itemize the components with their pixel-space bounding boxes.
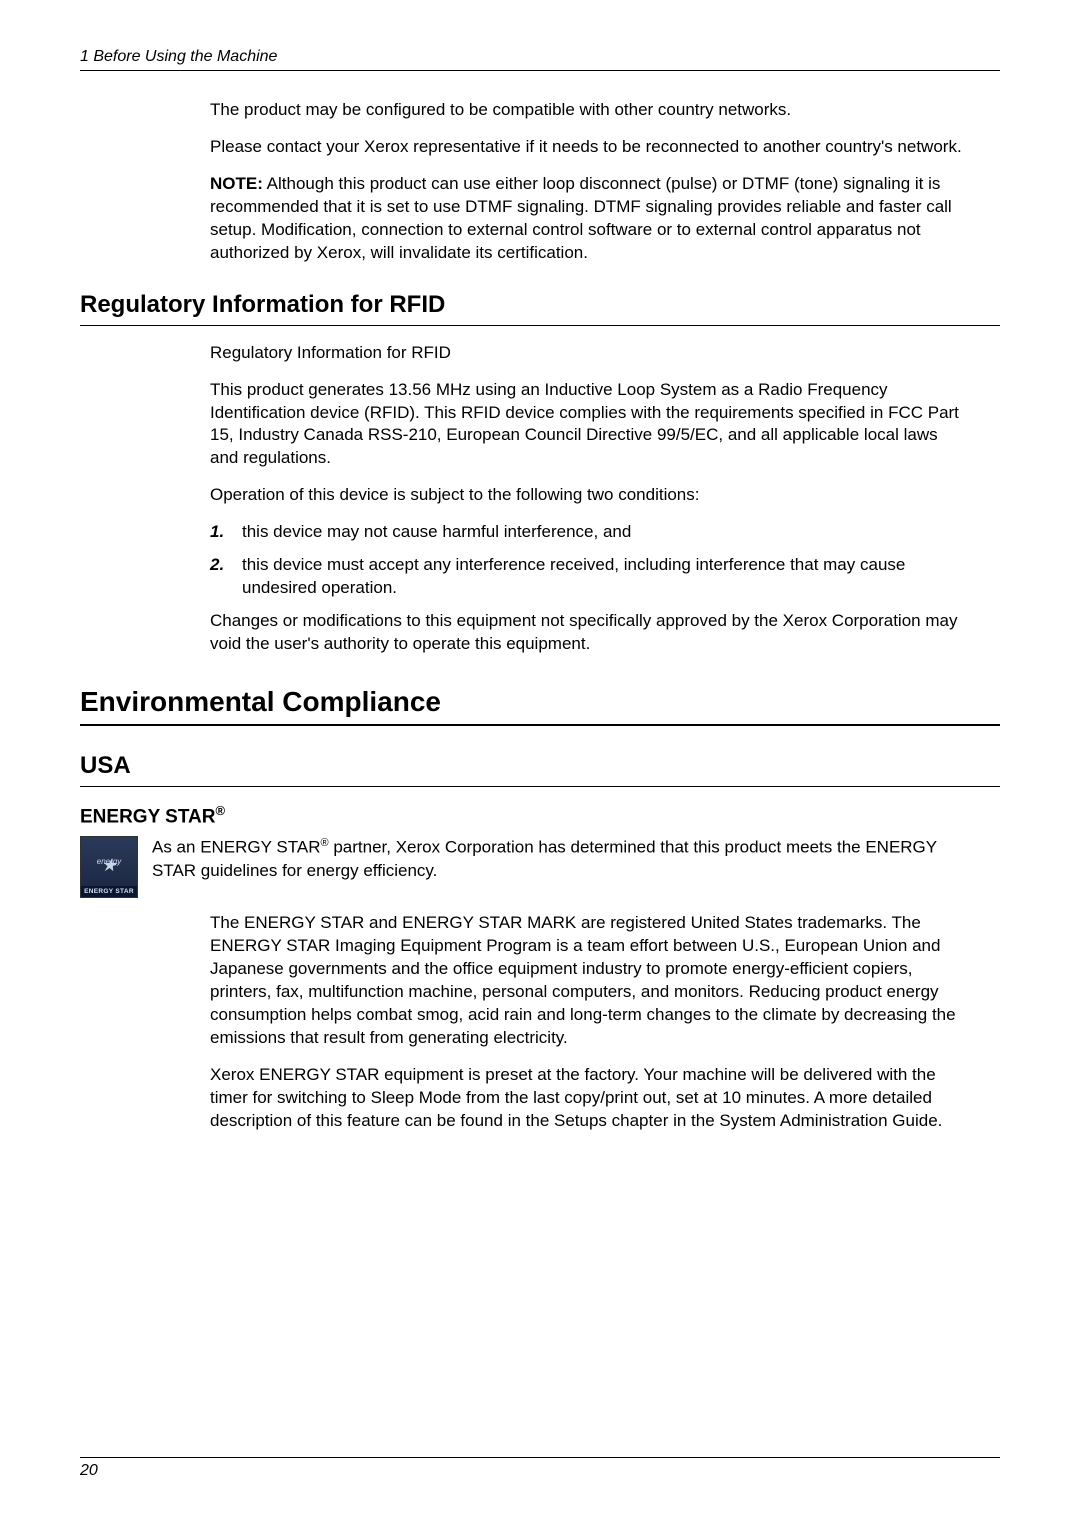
intro-p2: Please contact your Xerox representative… [210,136,970,159]
usa-p2: The ENERGY STAR and ENERGY STAR MARK are… [210,912,970,1050]
rfid-list-item-2: 2. this device must accept any interfere… [210,554,970,600]
usa-p1a: As an ENERGY STAR [152,838,320,857]
energy-star-logo: energy ★ ENERGY STAR [80,836,138,898]
list-text: this device may not cause harmful interf… [242,521,631,544]
env-heading: Environmental Compliance [80,686,1000,726]
rfid-p3: Operation of this device is subject to t… [210,484,970,507]
registered-symbol: ® [216,803,226,818]
energy-logo-label: ENERGY STAR [81,886,137,897]
note-text: Although this product can use either loo… [210,174,952,262]
energy-logo-top: energy ★ [81,837,137,886]
rfid-list-item-1: 1. this device may not cause harmful int… [210,521,970,544]
rfid-heading: Regulatory Information for RFID [80,291,1000,326]
intro-note: NOTE: Although this product can use eith… [210,173,970,265]
page-number: 20 [80,1462,98,1479]
list-number: 1. [210,521,242,544]
star-icon: ★ [101,855,117,876]
rfid-p4: Changes or modifications to this equipme… [210,610,970,656]
estar-heading-text: ENERGY STAR [80,806,216,827]
usa-p3: Xerox ENERGY STAR equipment is preset at… [210,1064,970,1133]
page-header: 1 Before Using the Machine [80,48,1000,71]
list-number: 2. [210,554,242,600]
energy-star-section: energy ★ ENERGY STAR As an ENERGY STAR® … [80,836,1000,898]
energy-star-text-block: As an ENERGY STAR® partner, Xerox Corpor… [152,836,1000,883]
rfid-p2: This product generates 13.56 MHz using a… [210,379,970,471]
rfid-p1: Regulatory Information for RFID [210,342,970,365]
registered-symbol: ® [320,837,328,849]
note-label: NOTE: [210,174,263,193]
usa-heading: USA [80,752,1000,787]
energy-star-heading: ENERGY STAR® [80,803,1000,828]
intro-p1: The product may be configured to be comp… [210,99,970,122]
list-text: this device must accept any interference… [242,554,970,600]
page-footer: 20 [80,1457,1000,1480]
header-text: 1 Before Using the Machine [80,48,277,65]
usa-p1: As an ENERGY STAR® partner, Xerox Corpor… [152,836,970,883]
